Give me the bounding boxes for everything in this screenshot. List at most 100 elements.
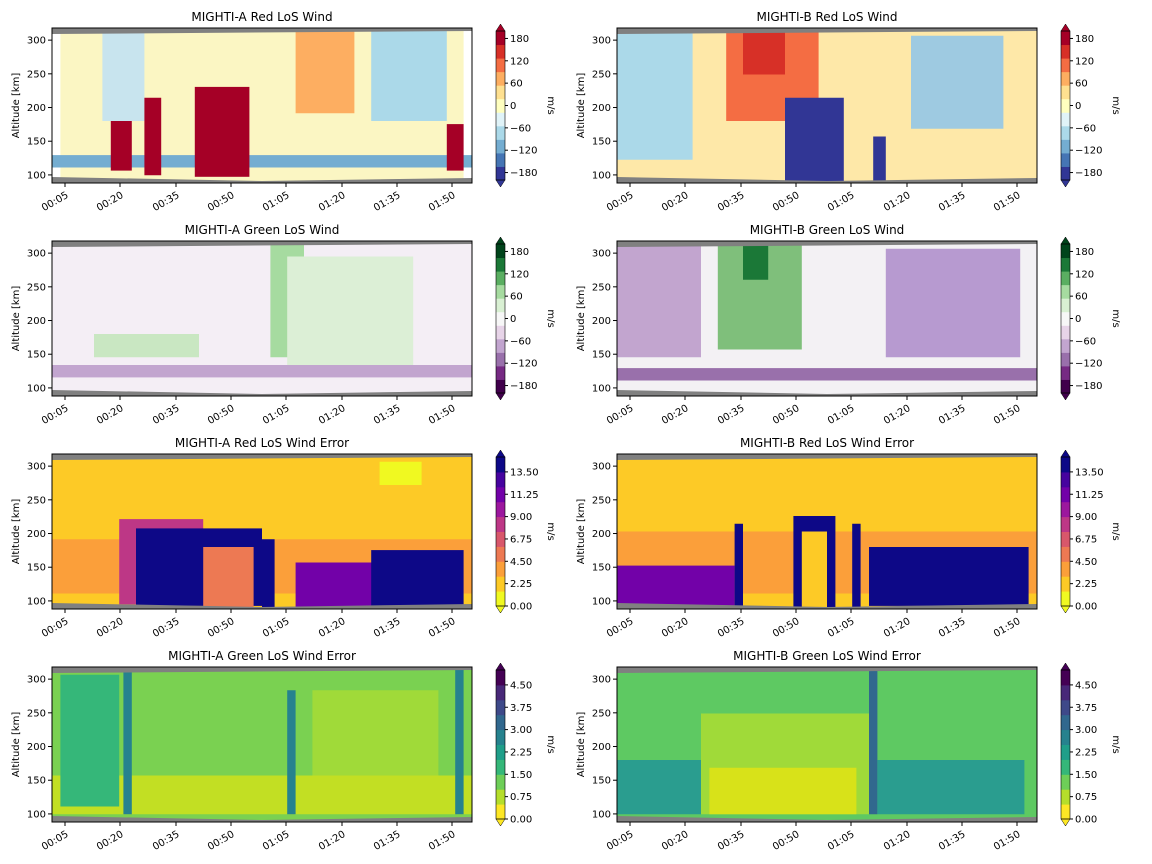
y-tick-label: 300: [592, 675, 611, 686]
heatmap-region: [617, 368, 1037, 381]
colorbar-swatch: [496, 546, 505, 562]
colorbar-swatch: [1061, 284, 1070, 299]
colorbar-swatch: [1061, 152, 1070, 167]
colorbar-swatch: [1061, 98, 1070, 113]
y-tick-label: 100: [592, 596, 611, 607]
x-tick-label: 00:50: [771, 616, 801, 640]
colorbar-swatch: [1061, 125, 1070, 140]
colorbar-tick-label: −60: [1075, 336, 1096, 347]
colorbar-extend-bottom: [495, 392, 506, 401]
heatmap-field: [52, 28, 472, 183]
colorbar-label: m/s: [545, 96, 556, 114]
axes-frame: [51, 666, 473, 823]
heatmap-region: [52, 775, 472, 815]
colorbar-swatch: [1061, 311, 1070, 326]
y-tick-label: 250: [27, 495, 46, 506]
colorbar-swatch: [1061, 591, 1070, 607]
colorbar-tick-label: −120: [1075, 146, 1102, 157]
y-tick-label: 250: [592, 708, 611, 719]
colorbar-swatch: [496, 85, 505, 100]
heatmap-region: [287, 690, 296, 815]
colorbar-swatch: [1061, 365, 1070, 380]
y-tick-label: 200: [27, 742, 46, 753]
y-tick-label: 300: [592, 36, 611, 47]
colorbar-tick-label: 3.00: [510, 725, 532, 736]
axes-frame: [616, 453, 1038, 610]
x-tick-label: 00:35: [151, 190, 181, 214]
colorbar: 13.50 11.25 9.00 6.75 4.50 2.25 0.00 m/s: [1060, 449, 1121, 614]
colorbar-swatch: [496, 365, 505, 380]
heatmap-region: [617, 241, 701, 358]
heatmap-region: [785, 97, 844, 183]
colorbar-extend-bottom: [1060, 179, 1071, 188]
colorbar-swatch: [496, 684, 505, 701]
panel-4: MIGHTI-B Green LoS Wind Altitude [km] 100 1…: [576, 223, 1121, 427]
colorbar-swatch: [1061, 744, 1070, 760]
x-tick-label: 00:20: [660, 616, 690, 640]
colorbar-swatch: [496, 591, 505, 607]
colorbar-label: m/s: [545, 522, 556, 540]
colorbar-swatch: [1061, 325, 1070, 340]
x-tick-label: 01:35: [937, 190, 967, 214]
mask-top: [52, 667, 472, 673]
colorbar-swatch: [496, 298, 505, 313]
colorbar-swatch: [1061, 546, 1070, 562]
colorbar-swatch: [496, 699, 505, 716]
y-axis-label: Altitude [km]: [11, 712, 22, 778]
colorbar-tick-label: 1.50: [510, 770, 532, 781]
colorbar-swatch: [496, 125, 505, 140]
x-tick-label: 01:50: [427, 190, 457, 214]
colorbar-swatch: [496, 58, 505, 73]
axes-frame: [616, 666, 1038, 823]
colorbar-tick-label: 13.50: [1075, 467, 1104, 478]
colorbar-tick-label: 60: [510, 292, 523, 303]
y-axis-label: Altitude [km]: [11, 73, 22, 139]
colorbar-swatch: [496, 152, 505, 167]
colorbar-swatch: [496, 729, 505, 745]
heatmap-region: [371, 550, 464, 606]
colorbar-swatch: [496, 744, 505, 760]
y-tick-label: 150: [592, 563, 611, 574]
y-tick-label: 200: [592, 742, 611, 753]
colorbar-swatch: [1061, 352, 1070, 367]
y-tick-label: 100: [27, 596, 46, 607]
colorbar-swatch: [1061, 85, 1070, 100]
x-tick-label: 01:35: [937, 829, 967, 853]
heatmap-region: [52, 365, 472, 378]
colorbar-swatch: [1061, 457, 1070, 473]
panel-title: MIGHTI-B Green LoS Wind Error: [733, 649, 921, 663]
x-tick-label: 00:50: [771, 190, 801, 214]
colorbar-tick-label: 0: [1075, 314, 1081, 325]
colorbar-label: m/s: [1110, 96, 1121, 114]
x-tick-label: 01:05: [261, 616, 291, 640]
x-tick-label: 00:20: [660, 403, 690, 427]
colorbar-swatch: [1061, 774, 1070, 790]
y-tick-label: 100: [27, 809, 46, 820]
colorbar-swatch: [1061, 71, 1070, 86]
colorbar-tick-label: 2.25: [1075, 747, 1097, 758]
colorbar-tick-label: −60: [1075, 123, 1096, 134]
x-tick-label: 00:20: [95, 616, 125, 640]
mask-bottom: [617, 177, 1037, 183]
y-tick-label: 100: [27, 383, 46, 394]
heatmap-region: [295, 562, 380, 609]
colorbar-tick-label: 180: [510, 34, 529, 45]
y-axis-label: Altitude [km]: [576, 712, 587, 778]
y-tick-label: 100: [592, 383, 611, 394]
panel-title: MIGHTI-A Red LoS Wind Error: [175, 436, 349, 450]
colorbar-tick-label: 0.00: [1075, 815, 1097, 826]
x-tick-label: 01:20: [882, 190, 912, 214]
colorbar-tick-label: 0: [510, 314, 516, 325]
x-tick-label: 01:50: [427, 616, 457, 640]
heatmap-region: [94, 334, 199, 358]
colorbar-extend-top: [495, 449, 506, 458]
panel-title: MIGHTI-A Red LoS Wind: [191, 10, 332, 24]
heatmap-region: [869, 547, 1029, 606]
colorbar-swatch: [496, 759, 505, 775]
colorbar-extend-bottom: [495, 179, 506, 188]
x-tick-label: 01:50: [992, 190, 1022, 214]
colorbar-swatch: [1061, 670, 1070, 686]
x-tick-label: 01:50: [992, 829, 1022, 853]
colorbar-swatch: [496, 338, 505, 353]
y-tick-label: 250: [592, 69, 611, 80]
